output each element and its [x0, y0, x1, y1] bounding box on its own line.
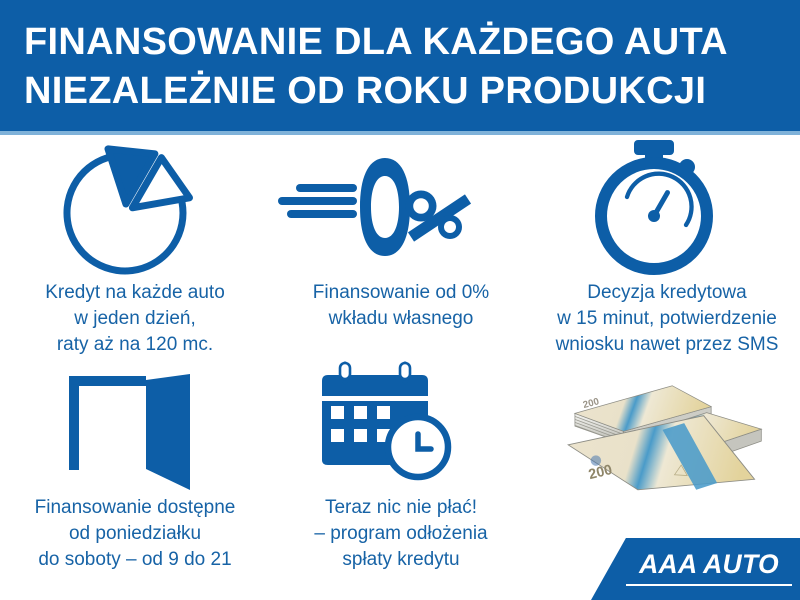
svg-text:200: 200 [587, 462, 614, 483]
